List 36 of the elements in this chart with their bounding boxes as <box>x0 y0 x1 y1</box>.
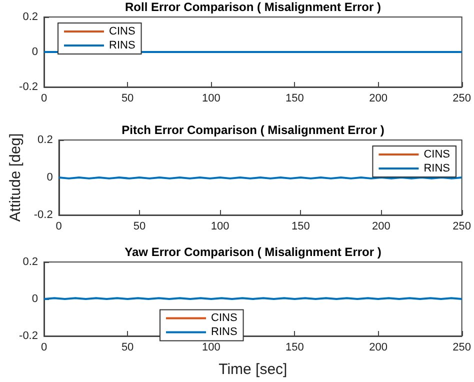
y-tick-label: 0.2 <box>38 134 53 146</box>
x-tick-label: 200 <box>372 220 390 232</box>
legend-label: CINS <box>211 312 238 324</box>
x-tick-label: 200 <box>369 342 388 354</box>
x-tick-label: 250 <box>452 92 472 104</box>
x-tick-label: 150 <box>286 92 304 104</box>
x-tick-label: 50 <box>133 220 146 232</box>
y-axis-title: Attitude [deg] <box>7 133 24 222</box>
x-tick-label: 0 <box>56 220 62 232</box>
legend-label: CINS <box>109 26 136 38</box>
x-tick-label: 50 <box>121 92 134 104</box>
legend-label: CINS <box>424 148 450 160</box>
x-tick-label: 150 <box>286 342 304 354</box>
y-tick-label: 0 <box>32 293 38 305</box>
y-tick-label: 0.2 <box>22 256 38 268</box>
x-tick-label: 100 <box>202 342 220 354</box>
x-axis-title: Time [sec] <box>218 361 288 378</box>
y-tick-label: 0 <box>32 46 38 58</box>
chart-title: Yaw Error Comparison ( Misalignment Error ) <box>124 245 382 259</box>
x-tick-label: 150 <box>291 220 310 232</box>
y-tick-label: -0.2 <box>19 330 38 342</box>
y-tick-label: -0.2 <box>34 209 53 221</box>
x-tick-label: 200 <box>369 92 388 104</box>
x-tick-label: 250 <box>452 220 472 232</box>
y-tick-label: -0.2 <box>19 81 38 93</box>
x-tick-label: 100 <box>210 220 230 232</box>
x-tick-label: 50 <box>121 342 134 354</box>
y-tick-label: 0 <box>46 172 53 184</box>
x-tick-label: 250 <box>452 342 472 354</box>
legend-label: RINS <box>211 326 238 338</box>
y-tick-label: 0.2 <box>22 11 38 23</box>
x-tick-label: 100 <box>202 92 220 104</box>
chart-title: Roll Error Comparison ( Misalignment Error ) <box>124 0 382 14</box>
legend-label: RINS <box>424 162 450 174</box>
legend-label: RINS <box>109 40 136 52</box>
chart-title: Pitch Error Comparison ( Misalignment Error ) <box>122 123 384 137</box>
